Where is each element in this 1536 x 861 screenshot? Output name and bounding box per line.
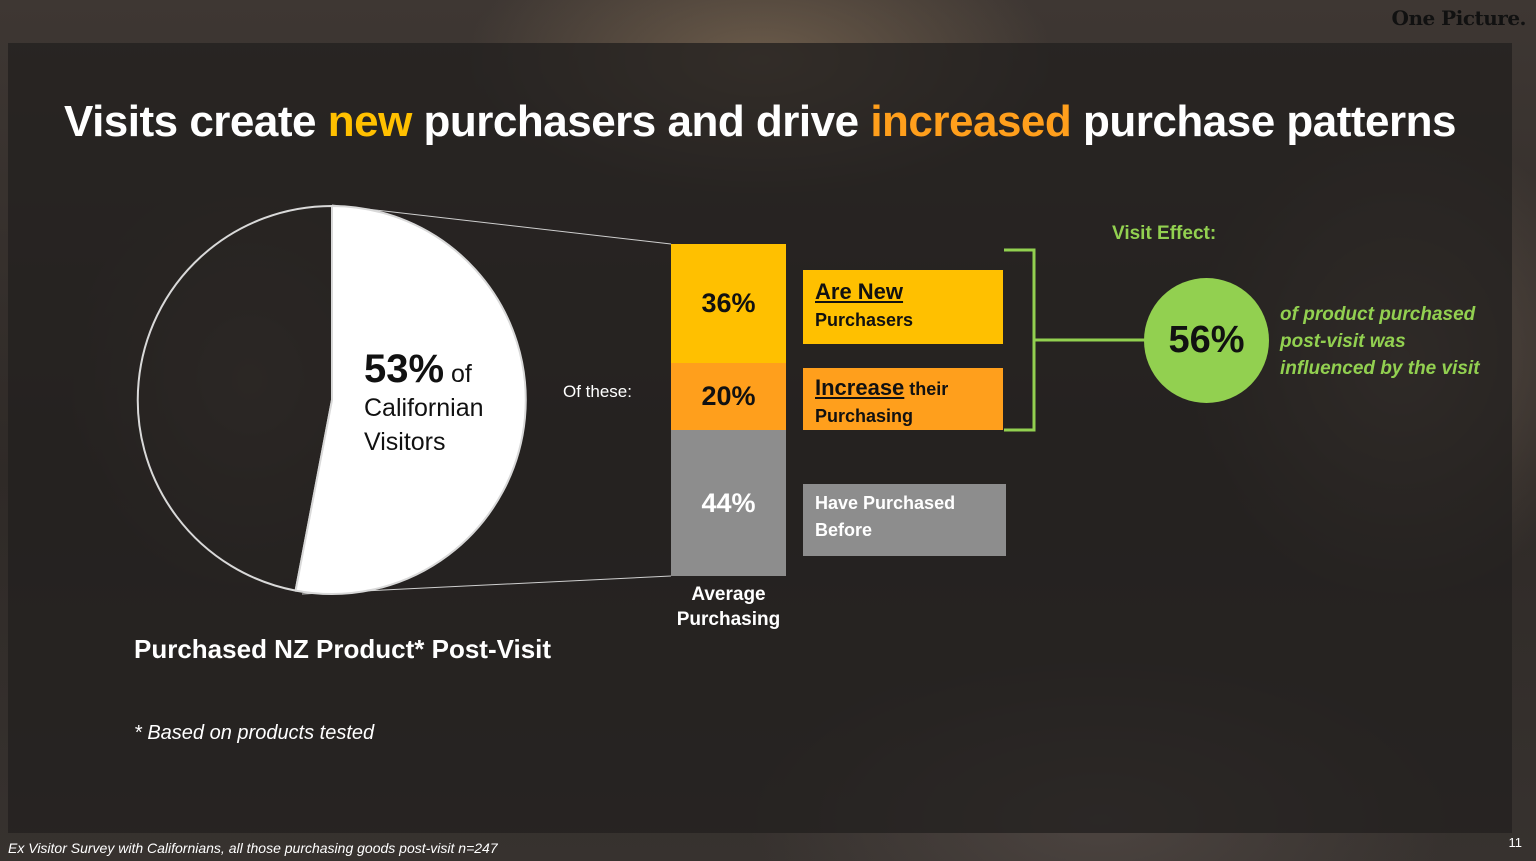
pie-of: of [451,360,472,388]
of-these-label: Of these: [563,382,632,401]
slide-title: Visits create new purchasers and drive i… [0,97,1520,147]
bar-label-new: 36% [701,288,756,318]
legend-before-line2: Before [815,520,873,540]
legend-new-rest: Purchasers [815,310,914,330]
legend-box-before: Have Purchased Before [803,484,1006,556]
legend-before-line1: Have Purchased [815,493,956,513]
title-part2: purchasers and drive [411,97,871,146]
pie-caption: Purchased NZ Product* Post-Visit [134,634,552,664]
source-note: Ex Visitor Survey with Californians, all… [8,840,498,856]
page-number: 11 [1508,835,1523,850]
bar-axis-label: Average Purchasing [651,582,806,632]
visit-effect-line1: of product purchased [1280,304,1476,325]
bar-segment-new: 36% [671,244,786,363]
bar-label-before: 44% [701,487,756,518]
bar-axis-label-line2: Purchasing [676,609,781,630]
visit-effect-label: Visit Effect: [1112,223,1217,244]
visit-effect-line3: influenced by the visit [1280,358,1480,379]
legend-box-increase: Increase their Purchasing [803,368,1003,430]
footnote: * Based on products tested [134,722,375,744]
pie-label: 53% of Californian Visitors [364,349,484,459]
legend-increase-underlined: Increase [815,375,905,400]
pie-percent: 53% [364,347,445,391]
bar-axis-label-line1: Average [691,584,766,605]
pie-slice-purchased [294,204,527,595]
visit-effect-line2: post-visit was [1280,331,1406,352]
legend-increase-rest: Purchasing [815,406,914,426]
visit-effect-value: 56% [1168,319,1245,361]
legend-box-new: Are New Purchasers [803,270,1003,344]
title-highlight-new: new [327,97,413,146]
title-highlight-increased: increased [870,97,1072,146]
pie-slice-rest [136,204,333,592]
title-part3: purchase patterns [1071,97,1456,146]
visit-effect-circle: 56% [1144,278,1269,403]
bar-segment-before: 44% [671,430,786,576]
brand-logo: One Picture. [1391,6,1527,30]
visit-effect-description: of product purchased post-visit was infl… [1280,301,1480,382]
visit-effect-bracket [1004,248,1145,432]
legend-increase-inline: their [904,379,949,399]
pie-line3: Visitors [364,428,446,456]
bar-segment-increase: 20% [671,363,786,430]
title-part1: Visits create [64,97,328,146]
pie-line2: Californian [364,394,484,422]
legend-new-underlined: Are New [815,279,904,304]
connector-top [331,204,672,245]
bar-label-increase: 20% [701,381,756,411]
